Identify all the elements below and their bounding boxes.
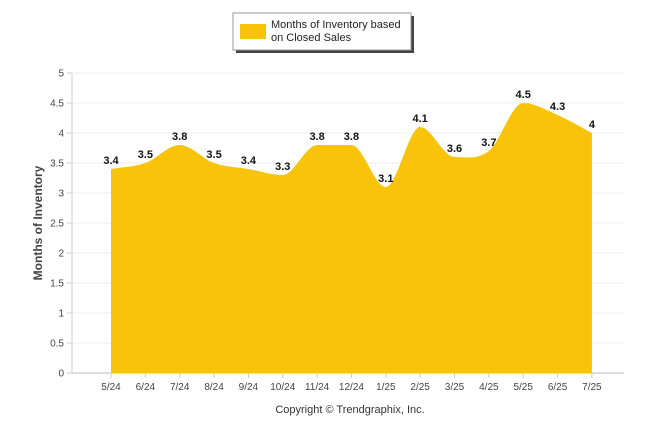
data-label: 4.1	[413, 113, 428, 125]
data-label: 3.5	[206, 149, 221, 161]
data-label: 3.8	[309, 131, 324, 143]
x-tick-label: 5/24	[101, 382, 121, 393]
x-tick-label: 8/24	[204, 382, 224, 393]
x-tick-label: 11/24	[305, 382, 330, 393]
legend-swatch	[240, 24, 266, 39]
x-tick-label: 12/24	[339, 382, 364, 393]
x-tick-label: 6/24	[136, 382, 156, 393]
x-axis-ticks: 5/24 6/24 7/24 8/24 9/24 10/24 11/24 12/24 1/25 2…	[101, 373, 602, 393]
legend-label-line1: Months of Inventory based	[271, 19, 401, 31]
x-tick-label: 3/25	[445, 382, 465, 393]
y-axis-title: Months of Inventory	[31, 165, 45, 280]
data-label: 3.1	[378, 173, 393, 185]
data-labels: 3.4 3.5 3.8 3.5 3.4 3.3 3.8 3.8 3.1 4.1 3.6 3.7 4.5 4…	[103, 89, 595, 185]
y-tick-label: 2.5	[50, 219, 64, 230]
legend[interactable]: Months of Inventory based on Closed Sale…	[232, 12, 414, 53]
x-tick-label: 7/25	[582, 382, 602, 393]
x-tick-label: 7/24	[170, 382, 190, 393]
data-label: 3.8	[172, 131, 187, 143]
y-tick-label: 1	[58, 309, 64, 320]
y-tick-label: 4.5	[50, 99, 64, 110]
x-tick-label: 9/24	[239, 382, 259, 393]
x-tick-label: 10/24	[270, 382, 295, 393]
y-tick-label: 3	[58, 189, 64, 200]
x-tick-label: 2/25	[410, 382, 430, 393]
data-label: 3.5	[138, 149, 153, 161]
x-tick-label: 5/25	[513, 382, 533, 393]
data-label: 3.8	[344, 131, 359, 143]
y-tick-label: 3.5	[50, 159, 64, 170]
y-tick-label: 5	[58, 69, 64, 80]
data-label: 3.7	[481, 137, 496, 149]
legend-label-line2: on Closed Sales	[271, 32, 352, 44]
data-label: 3.4	[103, 155, 119, 167]
data-label: 4	[589, 119, 596, 131]
data-label: 3.4	[241, 155, 257, 167]
y-axis-ticks: 0 0.5 1 1.5 2 2.5 3 3.5 4 4.5 5	[50, 69, 64, 380]
area-series-months-of-inventory	[111, 103, 592, 373]
x-tick-label: 4/25	[479, 382, 499, 393]
data-label: 4.5	[516, 89, 531, 101]
y-tick-label: 2	[58, 249, 64, 260]
x-tick-label: 1/25	[376, 382, 396, 393]
data-label: 3.6	[447, 143, 462, 155]
y-tick-label: 4	[58, 129, 64, 140]
y-tick-label: 0.5	[50, 339, 64, 350]
y-tick-label: 1.5	[50, 279, 64, 290]
copyright-credit: Copyright © Trendgraphix, Inc.	[275, 404, 424, 416]
x-tick-label: 6/25	[548, 382, 568, 393]
y-tick-label: 0	[58, 369, 64, 380]
data-label: 3.3	[275, 161, 290, 173]
data-label: 4.3	[550, 101, 565, 113]
